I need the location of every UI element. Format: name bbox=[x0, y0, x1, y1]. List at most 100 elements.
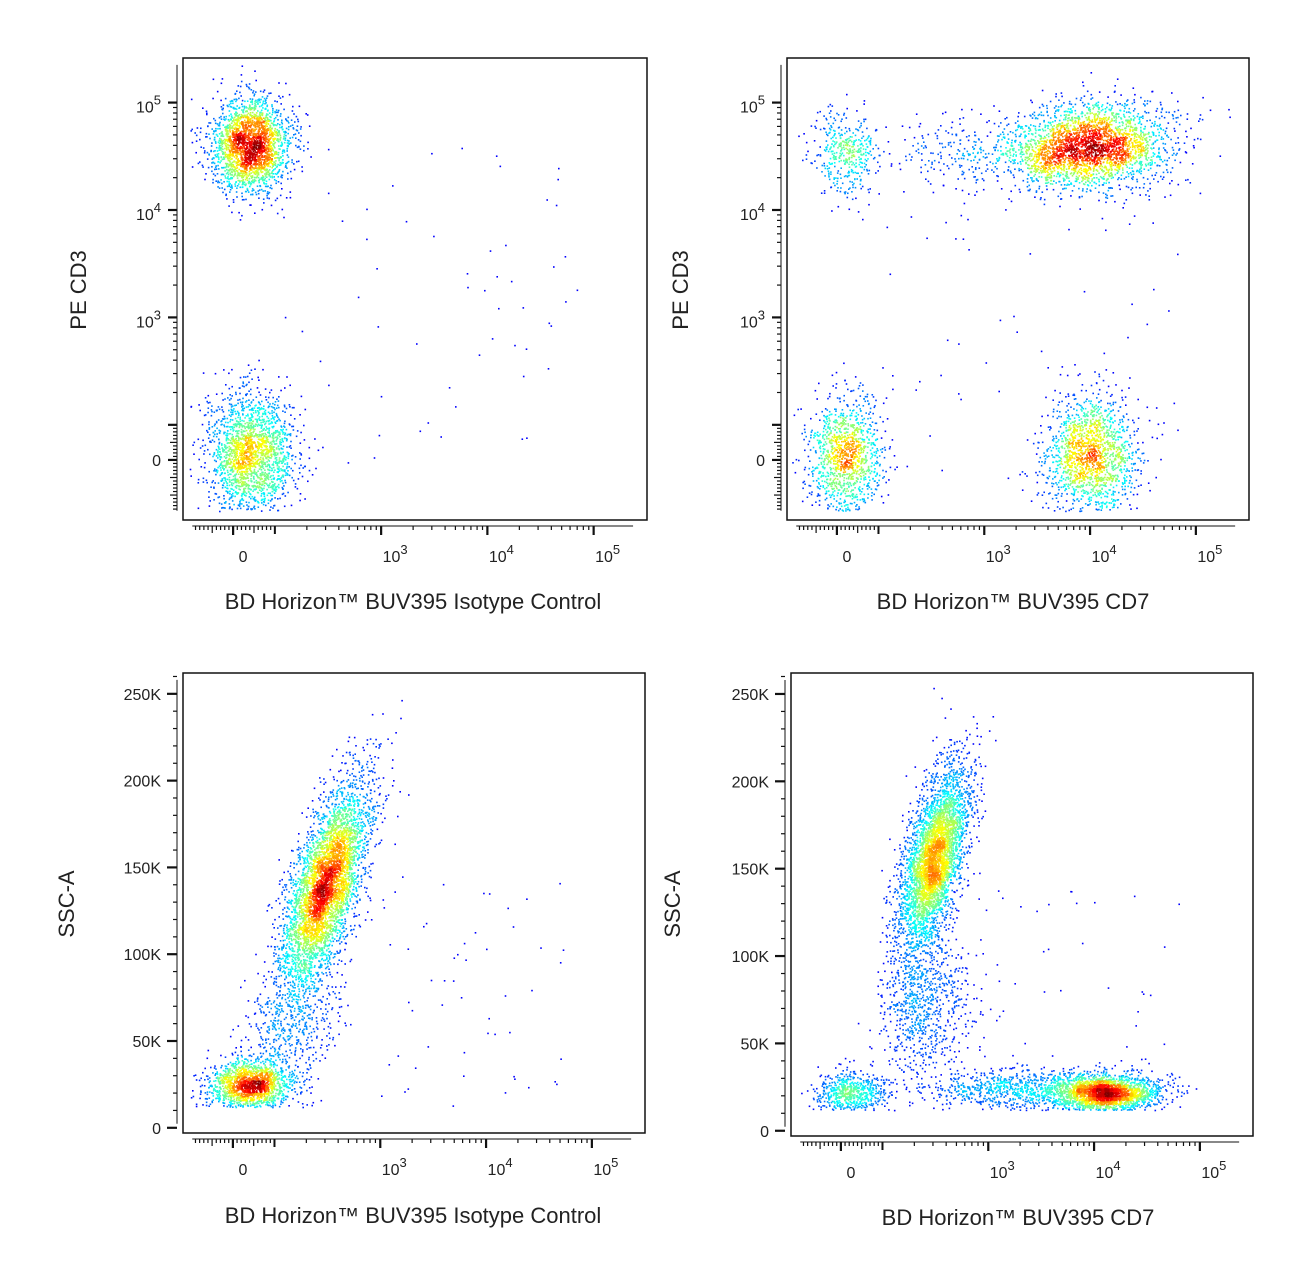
event-point bbox=[295, 486, 297, 488]
event-point bbox=[261, 110, 263, 112]
event-point bbox=[249, 454, 251, 456]
event-point bbox=[246, 384, 248, 386]
event-point bbox=[278, 433, 280, 435]
event-point bbox=[250, 131, 252, 133]
event-point bbox=[221, 118, 223, 120]
event-point bbox=[264, 483, 266, 485]
event-point bbox=[266, 141, 268, 143]
event-point bbox=[255, 161, 257, 163]
event-point bbox=[496, 276, 498, 278]
event-point bbox=[283, 485, 285, 487]
event-point bbox=[272, 164, 274, 166]
event-point bbox=[225, 487, 227, 489]
event-point bbox=[232, 143, 234, 145]
event-point bbox=[230, 147, 232, 149]
event-point bbox=[223, 124, 225, 126]
event-point bbox=[208, 424, 210, 426]
event-point bbox=[264, 173, 266, 175]
event-point bbox=[224, 426, 226, 428]
event-point bbox=[227, 163, 229, 165]
event-point bbox=[256, 472, 258, 474]
event-point bbox=[252, 408, 254, 410]
event-point bbox=[242, 181, 244, 183]
event-point bbox=[275, 112, 277, 114]
event-point bbox=[268, 484, 270, 486]
event-point bbox=[263, 419, 265, 421]
event-point bbox=[248, 448, 250, 450]
event-point bbox=[263, 413, 265, 415]
event-point bbox=[250, 489, 252, 491]
event-point bbox=[268, 93, 270, 95]
event-point bbox=[282, 96, 284, 98]
event-point bbox=[249, 126, 251, 128]
event-point bbox=[209, 434, 211, 436]
event-point bbox=[300, 493, 302, 495]
event-point bbox=[251, 471, 253, 473]
event-point bbox=[213, 487, 215, 489]
event-point bbox=[230, 451, 232, 453]
event-point bbox=[205, 414, 207, 416]
event-point bbox=[300, 126, 302, 128]
event-point bbox=[259, 452, 261, 454]
event-point bbox=[279, 457, 281, 459]
event-point bbox=[270, 475, 272, 477]
event-point bbox=[297, 125, 299, 127]
event-point bbox=[258, 452, 260, 454]
event-point bbox=[202, 445, 204, 447]
event-point bbox=[283, 470, 285, 472]
event-point bbox=[229, 139, 231, 141]
event-point bbox=[262, 483, 264, 485]
event-point bbox=[250, 112, 252, 114]
event-point bbox=[235, 447, 237, 449]
event-point bbox=[271, 171, 273, 173]
event-point bbox=[266, 421, 268, 423]
event-point bbox=[222, 78, 224, 80]
event-point bbox=[284, 438, 286, 440]
event-point bbox=[258, 360, 260, 362]
event-point bbox=[286, 128, 288, 130]
event-point bbox=[254, 481, 256, 483]
event-point bbox=[233, 164, 235, 166]
event-point bbox=[247, 471, 249, 473]
event-point bbox=[272, 110, 274, 112]
event-point bbox=[253, 486, 255, 488]
event-point bbox=[254, 506, 256, 508]
event-point bbox=[245, 443, 247, 445]
event-point bbox=[273, 146, 275, 148]
event-point bbox=[275, 422, 277, 424]
event-point bbox=[279, 127, 281, 129]
event-point bbox=[271, 114, 273, 116]
event-point bbox=[229, 414, 231, 416]
event-point bbox=[221, 464, 223, 466]
event-point bbox=[289, 475, 291, 477]
event-point bbox=[251, 480, 253, 482]
event-point bbox=[284, 387, 286, 389]
event-point bbox=[255, 167, 257, 169]
event-point bbox=[233, 452, 235, 454]
event-point bbox=[221, 106, 223, 108]
event-point bbox=[257, 185, 259, 187]
event-point bbox=[214, 425, 216, 427]
event-point bbox=[234, 442, 236, 444]
event-point bbox=[244, 107, 246, 109]
event-point bbox=[232, 162, 234, 164]
event-point bbox=[257, 377, 259, 379]
event-point bbox=[294, 418, 296, 420]
event-point bbox=[292, 470, 294, 472]
event-point bbox=[303, 145, 305, 147]
event-point bbox=[272, 487, 274, 489]
event-point bbox=[291, 455, 293, 457]
panel-top-left: BD Horizon™ BUV395 Isotype Control PE CD… bbox=[66, 58, 647, 614]
event-point bbox=[236, 426, 238, 428]
event-point bbox=[256, 124, 258, 126]
event-point bbox=[246, 415, 248, 417]
event-point bbox=[241, 159, 243, 161]
event-point bbox=[314, 438, 316, 440]
event-point bbox=[276, 420, 278, 422]
event-point bbox=[229, 138, 231, 140]
event-point bbox=[249, 420, 251, 422]
event-point bbox=[300, 148, 302, 150]
event-point bbox=[227, 131, 229, 133]
event-point bbox=[245, 473, 247, 475]
event-point bbox=[247, 116, 249, 118]
